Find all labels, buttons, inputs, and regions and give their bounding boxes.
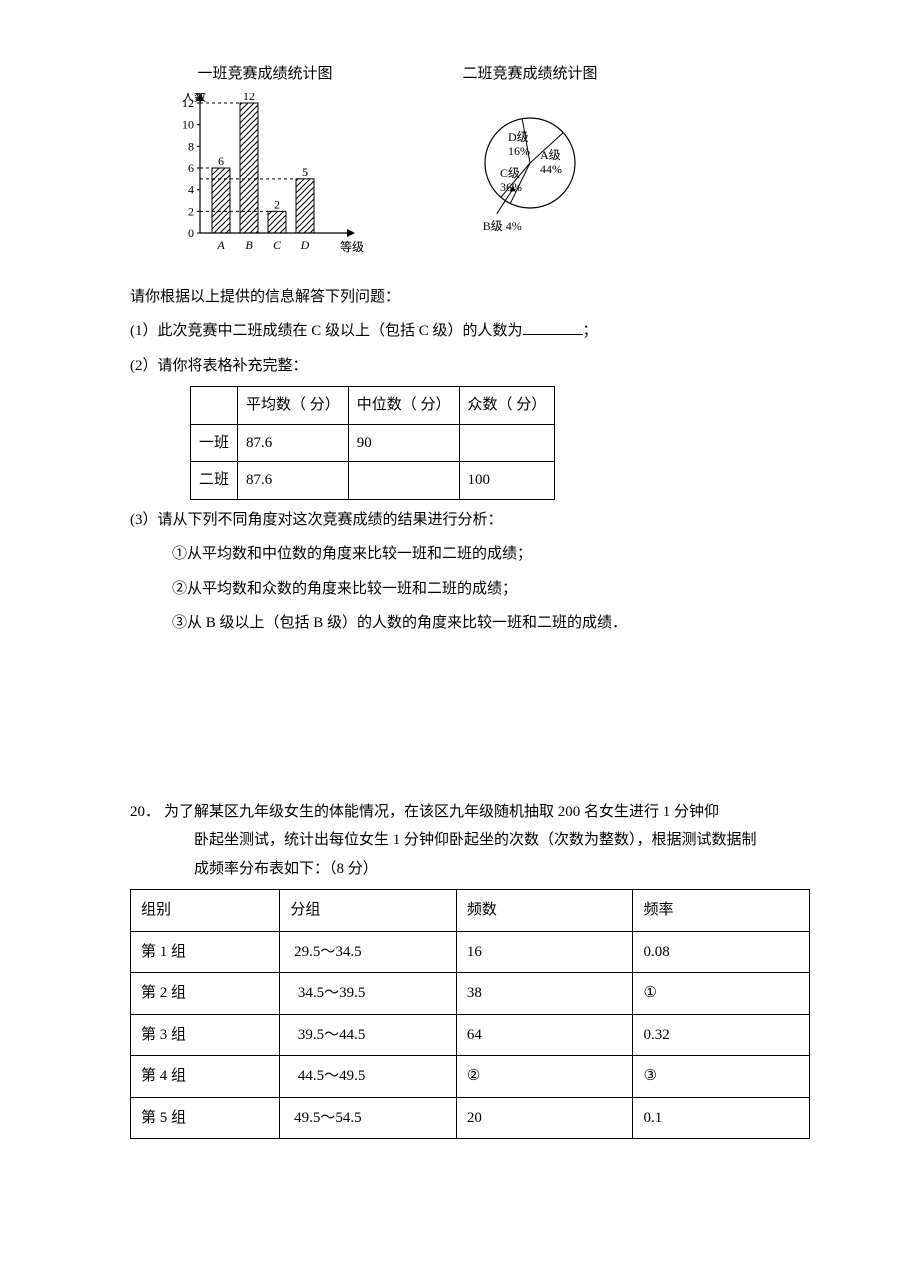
q2-table-header <box>191 387 238 425</box>
table-cell: 第 4 组 <box>131 1056 280 1098</box>
q20-table-header: 频数 <box>456 890 633 932</box>
svg-text:2: 2 <box>188 204 194 218</box>
q3-line: (3）请从下列不同角度对这次竞赛成绩的结果进行分析： <box>130 506 810 535</box>
table-cell: ③ <box>633 1056 810 1098</box>
intro-line: 请你根据以上提供的信息解答下列问题： <box>130 283 810 312</box>
q20: 20． 为了解某区九年级女生的体能情况，在该区九年级随机抽取 200 名女生进行… <box>130 798 810 1140</box>
table-row: 第 3 组 39.5～44.5640.32 <box>131 1014 810 1056</box>
svg-text:8: 8 <box>188 139 194 153</box>
q2-line: (2）请你将表格补充完整： <box>130 352 810 381</box>
table-row: 一班87.690 <box>191 424 555 462</box>
table-cell: 0.1 <box>633 1097 810 1139</box>
svg-text:12: 12 <box>243 93 255 103</box>
table-row: 第 2 组 34.5～39.538 ① <box>131 973 810 1015</box>
page: 一班竞赛成绩统计图 0 2 4 6 8 10 12 <box>0 0 920 1179</box>
table-cell: 87.6 <box>238 462 349 500</box>
bar-ylabel: 人数 <box>182 93 206 104</box>
table-row: 二班87.6 100 <box>191 462 555 500</box>
q1-line: (1）此次竞赛中二班成绩在 C 级以上（包括 C 级）的人数为 ； <box>130 317 810 346</box>
q20-line1: 为了解某区九年级女生的体能情况，在该区九年级随机抽取 200 名女生进行 1 分… <box>164 804 719 820</box>
q20-line3: 成频率分布表如下：（8 分） <box>164 855 810 884</box>
q20-body: 为了解某区九年级女生的体能情况，在该区九年级随机抽取 200 名女生进行 1 分… <box>164 798 810 1140</box>
charts-row: 一班竞赛成绩统计图 0 2 4 6 8 10 12 <box>160 60 810 263</box>
table-cell: 29.5～34.5 <box>280 931 457 973</box>
table-cell: 一班 <box>191 424 238 462</box>
q3-item-1: ①从平均数和中位数的角度来比较一班和二班的成绩； <box>172 540 810 569</box>
table-cell: 39.5～44.5 <box>280 1014 457 1056</box>
q20-table-header: 分组 <box>280 890 457 932</box>
svg-text:2: 2 <box>274 197 280 211</box>
q20-line2: 卧起坐测试，统计出每位女生 1 分钟仰卧起坐的次数（次数为整数），根据测试数据制 <box>164 826 810 855</box>
svg-text:C级: C级 <box>500 166 520 180</box>
table-cell: 64 <box>456 1014 633 1056</box>
table-cell: 100 <box>459 462 555 500</box>
table-row: 第 1 组 29.5～34.5160.08 <box>131 931 810 973</box>
q20-table-header: 频率 <box>633 890 810 932</box>
svg-text:6: 6 <box>188 161 194 175</box>
svg-text:16%: 16% <box>508 144 530 158</box>
svg-text:C: C <box>273 238 282 252</box>
table-cell: 第 5 组 <box>131 1097 280 1139</box>
bar-chart-svg: 024681012 6A12B2C5D 人数 等级 <box>160 93 370 263</box>
table-cell <box>348 462 459 500</box>
q2-table-header: 众数（ 分） <box>459 387 555 425</box>
table-cell: 0.08 <box>633 931 810 973</box>
table-cell: 第 1 组 <box>131 931 280 973</box>
q20-table-header: 组别 <box>131 890 280 932</box>
table-cell: 44.5～49.5 <box>280 1056 457 1098</box>
q1-suffix: ； <box>583 323 598 339</box>
svg-text:B: B <box>245 238 253 252</box>
table-cell: 87.6 <box>238 424 349 462</box>
svg-text:0: 0 <box>188 226 194 240</box>
svg-text:D级: D级 <box>508 130 529 144</box>
q2-table-header: 平均数（ 分） <box>238 387 349 425</box>
svg-text:5: 5 <box>302 164 308 178</box>
svg-text:A级: A级 <box>540 148 561 162</box>
svg-text:4: 4 <box>188 182 194 196</box>
q1-prefix: (1）此次竞赛中二班成绩在 C 级以上（包括 C 级）的人数为 <box>130 323 523 339</box>
pie-chart-svg: D级16%A级44%C级36%B级 4% <box>430 93 630 263</box>
bar-chart-title: 一班竞赛成绩统计图 <box>197 60 332 89</box>
table-cell: 34.5～39.5 <box>280 973 457 1015</box>
q3-item-3: ③从 B 级以上（包括 B 级）的人数的角度来比较一班和二班的成绩． <box>172 609 810 638</box>
svg-text:D: D <box>300 238 310 252</box>
svg-text:44%: 44% <box>540 162 562 176</box>
table-cell: 二班 <box>191 462 238 500</box>
table-cell: 第 2 组 <box>131 973 280 1015</box>
table-cell: 49.5～54.5 <box>280 1097 457 1139</box>
q1-blank[interactable] <box>523 319 583 335</box>
table-cell: 第 3 组 <box>131 1014 280 1056</box>
table-cell: 16 <box>456 931 633 973</box>
table-cell: 20 <box>456 1097 633 1139</box>
table-row: 第 5 组 49.5～54.5200.1 <box>131 1097 810 1139</box>
q3-item-2: ②从平均数和众数的角度来比较一班和二班的成绩； <box>172 575 810 604</box>
table-cell: ② <box>456 1056 633 1098</box>
svg-text:10: 10 <box>182 117 194 131</box>
pie-chart-title: 二班竞赛成绩统计图 <box>462 60 597 89</box>
svg-text:B级 4%: B级 4% <box>483 218 522 232</box>
q2-table-header: 中位数（ 分） <box>348 387 459 425</box>
table-cell <box>459 424 555 462</box>
q20-table: 组别分组频数频率 第 1 组 29.5～34.5160.08第 2 组 34.5… <box>130 889 810 1139</box>
svg-text:A: A <box>216 238 225 252</box>
table-cell: ① <box>633 973 810 1015</box>
table-cell: 38 <box>456 973 633 1015</box>
bar-xlabel: 等级 <box>340 240 364 254</box>
table-cell: 0.32 <box>633 1014 810 1056</box>
bar-chart: 一班竞赛成绩统计图 0 2 4 6 8 10 12 <box>160 60 370 263</box>
svg-text:6: 6 <box>218 154 224 168</box>
table-cell: 90 <box>348 424 459 462</box>
table-row: 第 4 组 44.5～49.5 ② ③ <box>131 1056 810 1098</box>
pie-chart: 二班竞赛成绩统计图 D级16%A级44%C级36%B级 4% <box>430 60 630 263</box>
q2-table: 平均数（ 分）中位数（ 分）众数（ 分） 一班87.690二班87.6100 <box>190 386 555 500</box>
